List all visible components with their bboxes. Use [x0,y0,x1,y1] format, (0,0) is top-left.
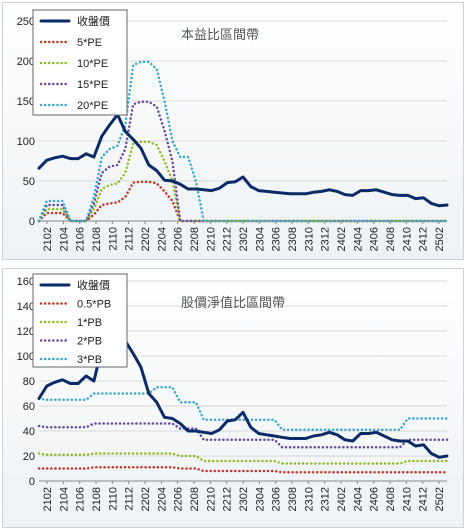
y-tick-label: 40 [23,426,35,438]
series-line-4 [37,386,449,432]
legend-label: 收盤價 [77,278,110,292]
x-tick-label: 2304 [254,227,266,251]
x-tick-label: 2302 [238,487,250,511]
x-tick-label: 2312 [320,487,332,511]
x-tick-label: 2306 [271,227,283,251]
y-tick-label: 80 [23,376,35,388]
x-tick-label: 2102 [42,487,54,511]
x-tick-label: 2312 [320,227,332,251]
y-tick-label: 160 [17,276,35,288]
x-tick-label: 2112 [124,227,136,251]
pe-band-chart-panel: 0 50 100 150 200 250 2102 2104 2106 2108 2110 2112 2… [2,2,464,260]
x-tick-label: 2106 [75,487,87,511]
y-tick-label: 250 [17,16,35,28]
x-tick-label: 2410 [401,227,413,251]
legend-box [32,273,128,368]
x-tick-label: 2404 [352,487,364,511]
x-tick-label: 2210 [205,227,217,251]
x-tick-label: 2208 [189,227,201,251]
y-tick-label: 50 [23,176,35,188]
y-tick-label: 0 [29,476,35,488]
y-tick-label: 60 [23,401,35,413]
x-tick-label: 2202 [140,227,152,251]
series-line-0 [37,113,449,208]
x-tick-label: 2408 [385,487,397,511]
chart-title: 本益比區間帶 [181,27,259,42]
x-tick-label: 2502 [434,227,446,251]
legend-label: 3*PB [77,354,102,366]
legend-label: 20*PE [77,100,108,112]
series-line-3 [37,422,449,449]
x-tick-label: 2404 [352,227,364,251]
series-line-1 [37,180,449,223]
legend-label: 1*PB [77,317,102,329]
x-tick-label: 2104 [58,487,70,511]
x-tick-label: 2212 [222,487,234,511]
legend-label: 收盤價 [77,14,110,28]
x-tick-label: 2304 [254,487,266,511]
pb-band-chart: 0 20 40 60 80 100 120 140 160 2102 2104 2106 2108 211… [17,273,449,511]
x-tick-label: 2412 [418,487,430,511]
x-tick-label: 2206 [173,487,185,511]
x-tick-label: 2108 [91,487,103,511]
x-tick-label: 2308 [287,227,299,251]
x-tick-label: 2110 [107,227,119,251]
x-tick-label: 2106 [75,227,87,251]
x-tick-label: 2310 [303,227,315,251]
series-line-2 [37,452,449,465]
x-tick-label: 2410 [401,487,413,511]
y-tick-label: 0 [29,216,35,228]
x-tick-label: 2212 [222,227,234,251]
legend: 收盤價 5*PE 10*PE 15*PE 20*PE [32,9,128,116]
x-tick-label: 2412 [418,227,430,251]
legend-label: 15*PE [77,79,108,91]
x-tick-label: 2204 [156,227,168,251]
x-tick-label: 2202 [140,487,152,511]
y-tick-label: 120 [17,326,35,338]
x-tick-label: 2110 [107,487,119,511]
y-tick-label: 150 [17,96,35,108]
x-tick-label: 2104 [58,227,70,251]
y-tick-label: 100 [17,351,35,363]
x-tick-label: 2502 [434,487,446,511]
x-tick-label: 2210 [205,487,217,511]
x-tick-label: 2308 [287,487,299,511]
x-tick-label: 2406 [369,487,381,511]
y-tick-label: 20 [23,451,35,463]
series-line-4 [37,60,449,223]
y-tick-label: 200 [17,56,35,68]
x-tick-label: 2406 [369,227,381,251]
x-tick-label: 2108 [91,227,103,251]
x-tick-label: 2102 [42,227,54,251]
x-tick-label: 2112 [124,487,136,511]
legend-label: 2*PB [77,336,102,348]
x-tick-label: 2402 [336,227,348,251]
x-tick-label: 2402 [336,487,348,511]
x-tick-label: 2302 [238,227,250,251]
x-tick-label: 2206 [173,227,185,251]
legend-label: 0.5*PB [77,299,111,311]
legend: 收盤價 0.5*PB 1*PB 2*PB 3*PB [32,273,128,368]
legend-label: 5*PE [77,37,102,49]
x-tick-label: 2306 [271,487,283,511]
x-tick-label: 2204 [156,487,168,511]
x-tick-label: 2310 [303,487,315,511]
y-tick-label: 140 [17,301,35,313]
legend-label: 10*PE [77,58,108,70]
pb-band-chart-panel: 0 20 40 60 80 100 120 140 160 2102 2104 2106 2108 211… [2,268,464,528]
y-tick-label: 100 [17,136,35,148]
pe-band-chart: 0 50 100 150 200 250 2102 2104 2106 2108 2110 2112 2… [17,9,449,251]
x-tick-label: 2208 [189,487,201,511]
series-line-1 [37,466,449,474]
x-tick-label: 2408 [385,227,397,251]
chart-title: 股價淨值比區間帶 [181,295,285,310]
